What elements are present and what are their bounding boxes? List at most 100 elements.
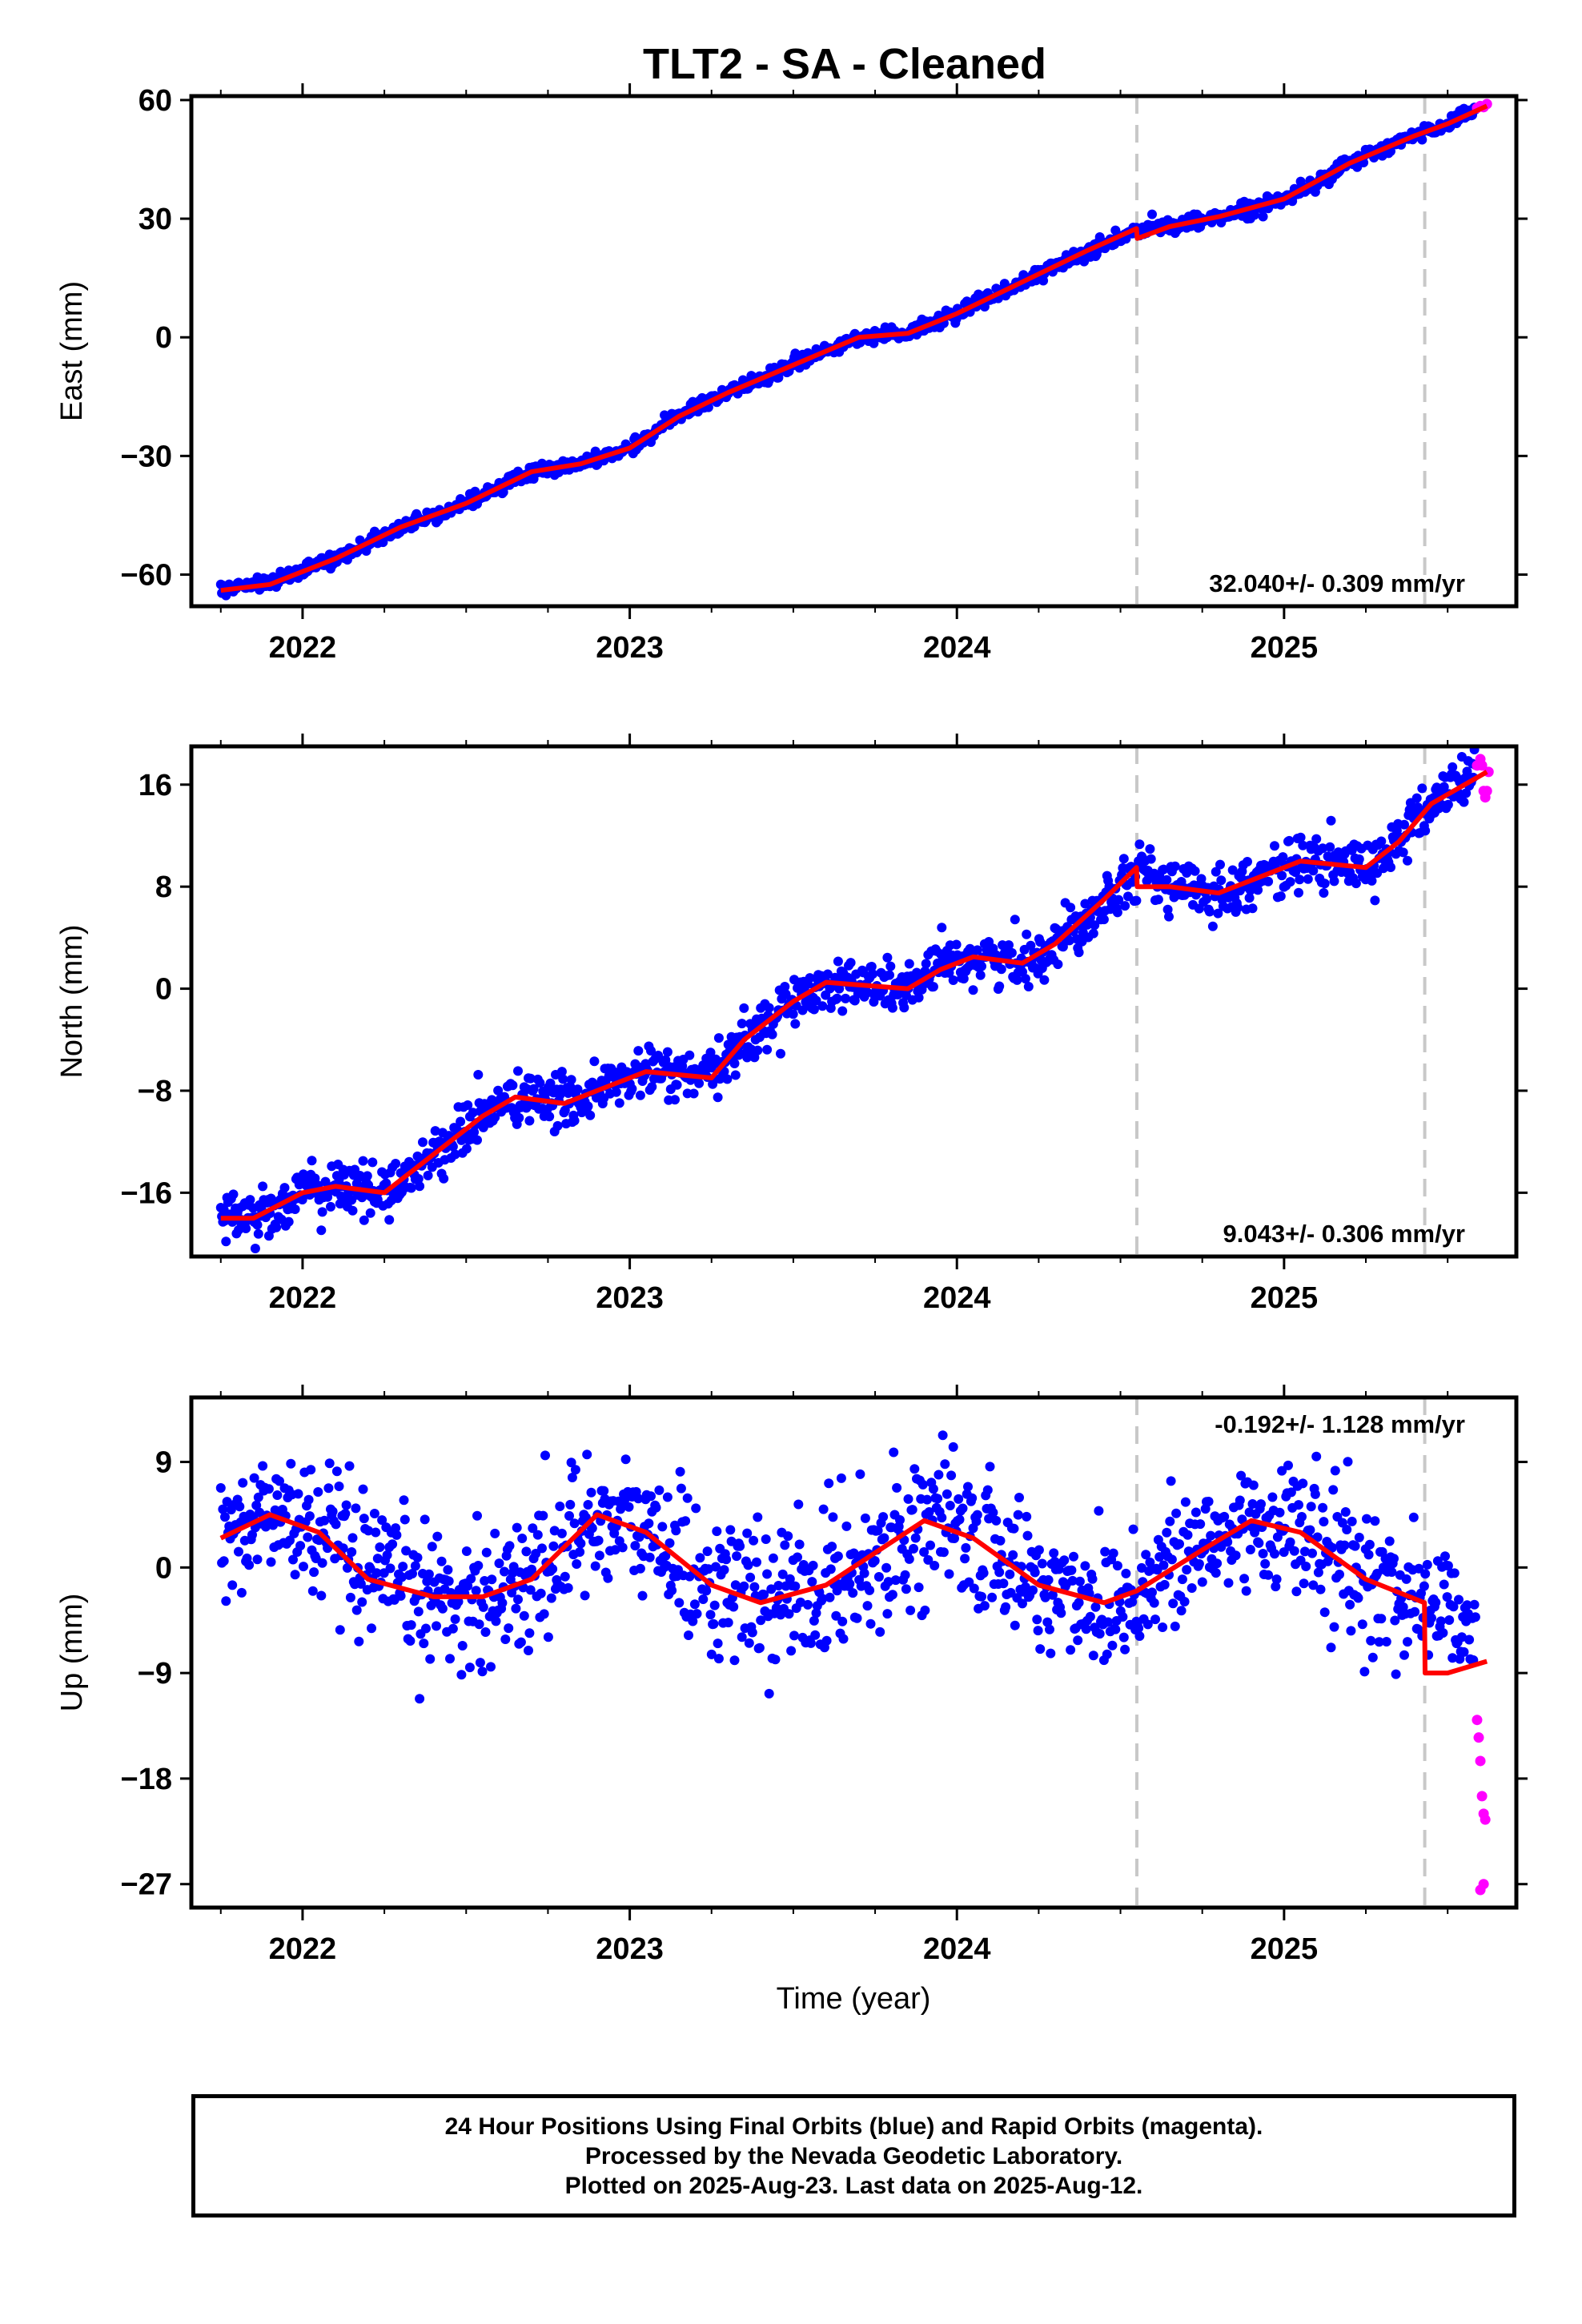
final-orbit-point [950, 1534, 959, 1543]
final-orbit-point [437, 1603, 448, 1614]
final-orbit-point [805, 1638, 816, 1648]
final-orbit-point [566, 1458, 576, 1468]
final-orbit-point [538, 1510, 548, 1521]
final-orbit-point [1357, 1619, 1367, 1630]
final-orbit-point [1112, 1561, 1122, 1571]
x-tick-label: 2025 [1251, 631, 1319, 665]
final-orbit-point [865, 1585, 875, 1595]
final-orbit-point [1403, 855, 1412, 866]
final-orbit-point [221, 1596, 231, 1606]
final-orbit-point [508, 1080, 518, 1091]
final-orbit-point [1085, 1611, 1095, 1622]
panel-frame [189, 1395, 1519, 1910]
final-orbit-point [969, 1583, 979, 1594]
final-orbit-point [227, 1580, 238, 1590]
final-orbit-point [1158, 1560, 1169, 1570]
final-orbit-point [536, 1588, 546, 1598]
final-orbit-point [371, 1568, 382, 1578]
final-orbit-point [737, 1632, 747, 1642]
final-orbit-point [569, 1116, 580, 1126]
x-tick-label: 2023 [596, 1281, 664, 1315]
final-orbit-point [1050, 1557, 1060, 1566]
final-orbit-point [572, 1559, 582, 1569]
final-orbit-point [1308, 866, 1319, 876]
final-orbit-point [313, 1487, 323, 1497]
final-orbit-point [575, 1547, 585, 1557]
final-orbit-point [1158, 1622, 1168, 1632]
final-orbit-point [341, 1500, 351, 1510]
final-orbit-point [439, 1173, 449, 1184]
final-orbit-point [445, 1654, 455, 1664]
final-orbit-point [1233, 903, 1243, 913]
final-orbit-point [834, 983, 845, 994]
final-orbit-point [1442, 1592, 1452, 1602]
final-orbit-point [1431, 1598, 1441, 1607]
final-orbit-point [1244, 893, 1255, 903]
final-orbit-point [290, 1570, 300, 1580]
final-orbit-point [766, 1584, 777, 1594]
final-orbit-point [1150, 1614, 1160, 1625]
final-orbit-point [599, 1486, 609, 1496]
final-orbit-point [610, 1545, 620, 1555]
final-orbit-point [790, 1581, 801, 1591]
panel-frame [189, 744, 1519, 1259]
final-orbit-point [995, 1535, 1006, 1546]
final-orbit-point [691, 1503, 701, 1514]
final-orbit-point [1303, 874, 1313, 884]
final-orbit-point [1389, 1554, 1399, 1564]
final-orbit-point [1299, 1578, 1309, 1589]
final-orbit-point [732, 1551, 742, 1562]
final-orbit-point [767, 1029, 777, 1039]
final-orbit-point [1283, 1460, 1293, 1470]
final-orbit-point [1046, 1648, 1056, 1659]
final-orbit-point [803, 1599, 813, 1610]
final-orbit-point [977, 961, 986, 971]
final-orbit-point [1247, 903, 1258, 914]
final-orbit-point [218, 1504, 228, 1514]
x-tick-label: 2023 [596, 631, 664, 665]
final-orbit-point [1376, 1614, 1387, 1624]
final-orbit-point [258, 1181, 268, 1192]
final-orbit-point [272, 1490, 283, 1500]
final-orbit-point [219, 1556, 229, 1566]
final-orbit-point [450, 1149, 460, 1160]
final-orbit-point [676, 1483, 686, 1494]
final-orbit-point [396, 1572, 407, 1582]
final-orbit-point [590, 1561, 600, 1571]
final-orbit-point [940, 1459, 950, 1470]
final-orbit-point [1195, 1519, 1206, 1530]
final-orbit-point [885, 961, 896, 971]
final-orbit-point [1422, 1559, 1432, 1570]
final-orbit-point [878, 1512, 889, 1522]
final-orbit-point [836, 1473, 846, 1483]
final-orbit-point [756, 1615, 766, 1626]
x-tick-label: 2023 [596, 1932, 664, 1966]
final-orbit-point [1080, 1561, 1090, 1571]
final-orbit-point [793, 1552, 802, 1562]
final-orbit-point [979, 302, 990, 312]
final-orbit-point [762, 1044, 773, 1055]
final-orbit-point [744, 1638, 754, 1648]
final-orbit-point [564, 1510, 574, 1521]
panel-east: −60 −30 0 30 60 2022 2023 2024 2025 East (mm) 32.0… [55, 83, 1528, 665]
final-orbit-point [723, 1618, 733, 1628]
final-orbit-point [1318, 843, 1328, 854]
final-orbit-point [944, 1569, 954, 1579]
final-orbit-point [1454, 1594, 1464, 1605]
final-orbit-point [1219, 1511, 1230, 1522]
final-orbit-point [1311, 834, 1322, 844]
final-orbit-point [881, 1562, 892, 1573]
final-orbit-point [1235, 1495, 1245, 1506]
final-orbit-point [1120, 901, 1130, 911]
final-orbit-point [739, 1581, 749, 1591]
final-orbit-point [822, 969, 833, 979]
final-orbit-point [978, 1568, 989, 1578]
final-orbit-point [456, 1116, 466, 1127]
final-orbit-point [1004, 940, 1014, 951]
final-orbit-point [585, 1110, 596, 1120]
final-orbit-point [545, 1078, 556, 1088]
final-orbit-point [317, 1207, 327, 1217]
final-orbit-point [583, 1500, 593, 1510]
final-orbit-point [1005, 1569, 1015, 1579]
final-orbit-point [1308, 1580, 1319, 1590]
